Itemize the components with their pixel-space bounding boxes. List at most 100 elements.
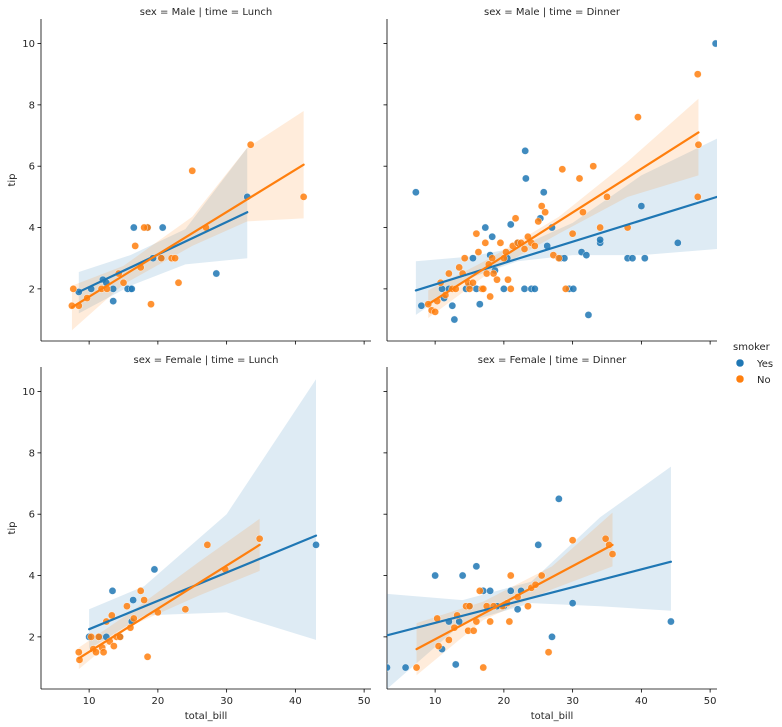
- x-tick-label: 40: [635, 696, 648, 707]
- data-point-no: [131, 242, 139, 250]
- data-point-yes: [596, 235, 604, 244]
- data-point-no: [493, 275, 501, 284]
- data-point-no: [123, 602, 131, 611]
- data-point-yes: [431, 571, 439, 580]
- data-point-no: [455, 263, 463, 272]
- x-axis-label: total_bill: [531, 711, 574, 722]
- data-point-no: [476, 587, 484, 595]
- data-point-no: [579, 208, 587, 216]
- data-point-no: [94, 633, 103, 641]
- data-point-yes: [450, 315, 459, 324]
- data-point-yes: [674, 239, 682, 247]
- data-point-no: [524, 602, 532, 611]
- data-point-no: [568, 229, 577, 238]
- panel-data: [68, 111, 308, 331]
- y-tick-label: 10: [22, 39, 35, 50]
- panel-title: sex = Male | time = Lunch: [140, 7, 273, 18]
- data-point-no: [496, 239, 505, 247]
- data-point-yes: [130, 223, 138, 232]
- data-point-yes: [127, 285, 136, 293]
- y-axis-label: tip: [7, 173, 18, 186]
- data-point-yes: [401, 663, 410, 672]
- confidence-band-yes: [415, 138, 717, 315]
- facet-panel: sex = Male | time = Dinner: [383, 7, 717, 345]
- confidence-band-no: [416, 512, 613, 676]
- data-point-yes: [212, 269, 221, 278]
- data-point-yes: [451, 660, 460, 669]
- y-tick-label: 4: [29, 571, 35, 582]
- data-point-yes: [129, 596, 137, 604]
- data-point-yes: [667, 617, 675, 626]
- data-point-no: [693, 70, 702, 78]
- y-tick-label: 8: [29, 448, 35, 459]
- data-point-no: [87, 633, 95, 641]
- data-point-no: [445, 269, 453, 278]
- data-point-yes: [521, 147, 529, 155]
- data-point-yes: [481, 223, 490, 232]
- data-point-no: [479, 663, 488, 672]
- data-point-yes: [506, 587, 515, 595]
- data-point-yes: [506, 220, 515, 229]
- data-point-no: [511, 214, 520, 223]
- data-point-yes: [555, 495, 563, 503]
- legend-label-no: No: [757, 375, 771, 386]
- data-point-yes: [637, 202, 646, 210]
- data-point-no: [460, 254, 469, 263]
- data-point-yes: [520, 285, 529, 293]
- data-point-no: [486, 292, 494, 301]
- data-point-yes: [476, 300, 484, 309]
- data-point-no: [412, 663, 421, 672]
- data-point-no: [465, 602, 474, 611]
- panel-title: sex = Male | time = Dinner: [484, 7, 621, 18]
- regression-line-yes: [88, 534, 318, 631]
- y-axis-label: tip: [7, 521, 18, 534]
- data-point-no: [596, 223, 604, 232]
- data-point-yes: [472, 562, 481, 571]
- data-point-no: [188, 166, 197, 175]
- data-point-yes: [458, 571, 467, 580]
- legend-label-yes: Yes: [756, 359, 773, 370]
- data-point-no: [603, 193, 611, 201]
- panel-data: [75, 379, 320, 670]
- data-point-no: [531, 242, 539, 250]
- data-point-no: [489, 269, 498, 278]
- data-point-no: [504, 275, 512, 284]
- data-point-yes: [582, 251, 591, 259]
- data-point-no: [506, 571, 515, 580]
- x-tick-label: 30: [566, 696, 579, 707]
- y-tick-label: 6: [29, 162, 35, 173]
- regression-line-no: [415, 543, 614, 651]
- data-point-no: [537, 571, 546, 580]
- regression-line-no: [427, 131, 700, 306]
- data-point-yes: [641, 254, 649, 263]
- data-point-yes: [539, 188, 548, 197]
- panel-data: [412, 39, 717, 324]
- data-point-no: [505, 617, 514, 626]
- data-point-no: [130, 614, 138, 623]
- x-tick-label: 10: [429, 696, 442, 707]
- data-point-yes: [513, 605, 522, 614]
- x-tick-label: 40: [289, 696, 302, 707]
- data-point-no: [534, 217, 543, 226]
- y-tick-label: 6: [29, 510, 35, 521]
- data-point-yes: [150, 565, 159, 574]
- data-point-no: [575, 174, 584, 183]
- data-point-no: [555, 254, 563, 263]
- legend-title: smoker: [733, 342, 771, 353]
- confidence-band-yes: [387, 466, 671, 689]
- data-point-yes: [628, 254, 637, 263]
- data-point-no: [140, 596, 148, 604]
- data-point-no: [246, 140, 255, 149]
- data-point-no: [119, 278, 128, 287]
- x-tick-label: 20: [498, 696, 511, 707]
- data-point-yes: [417, 301, 426, 310]
- data-point-no: [299, 193, 308, 201]
- confidence-band-no: [78, 518, 260, 670]
- confidence-band-no: [428, 98, 699, 318]
- x-tick-label: 50: [358, 696, 371, 707]
- regression-line-yes: [414, 195, 717, 292]
- data-point-no: [486, 617, 494, 626]
- x-tick-label: 30: [220, 696, 233, 707]
- facet-panel: sex = Female | time = Lunch 2 4 6 8 10 10 20 30 4…: [7, 355, 371, 722]
